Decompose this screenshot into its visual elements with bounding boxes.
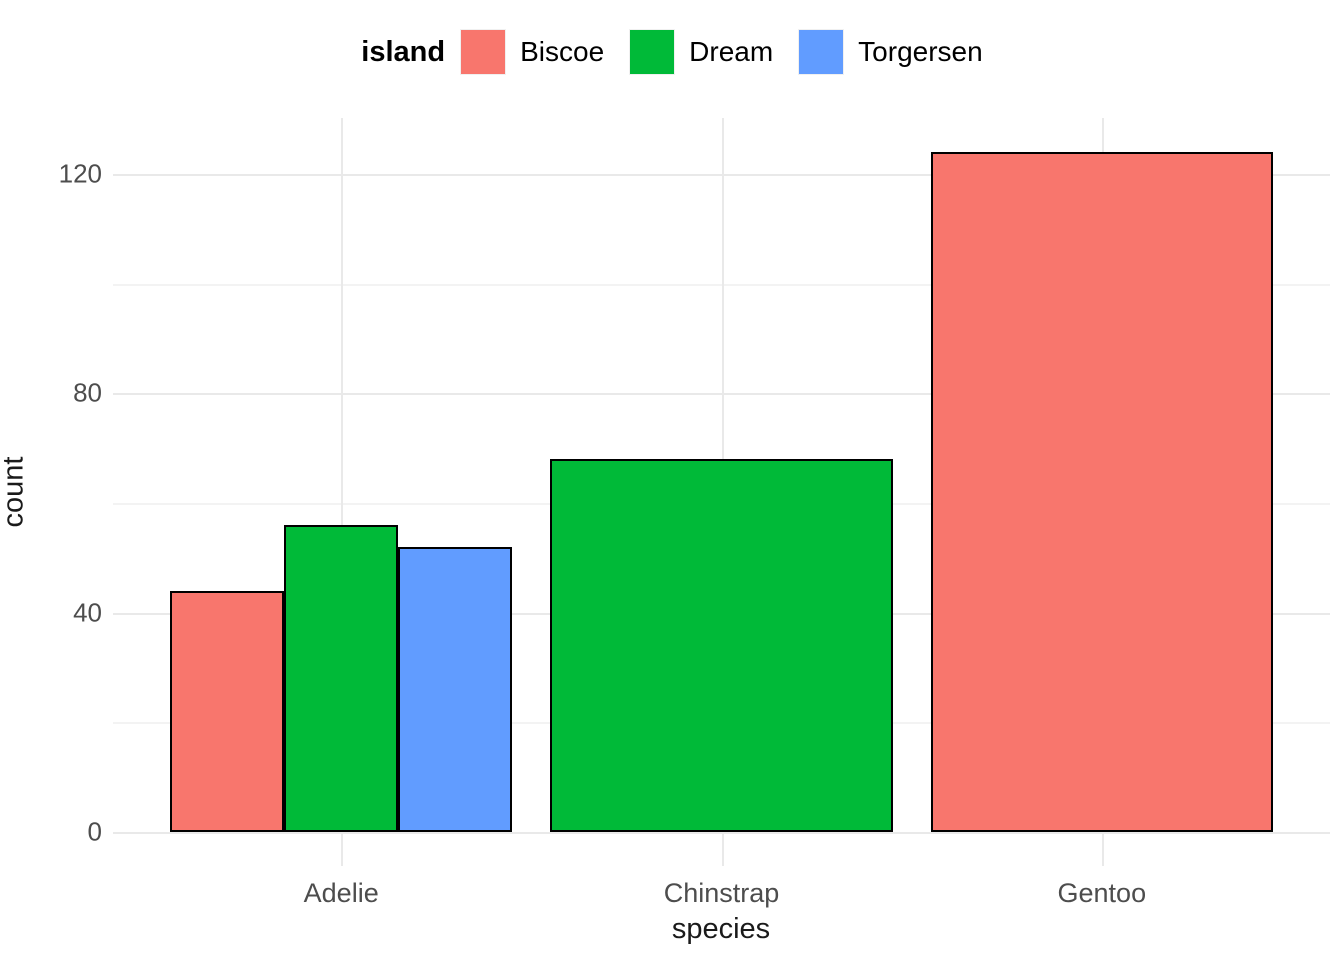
y-tick-label-0: 0	[87, 816, 102, 847]
bar-adelie-biscoe	[170, 590, 285, 832]
legend-key-torgersen-swatch	[798, 29, 845, 75]
y-tick-label-80: 80	[73, 377, 102, 408]
legend: island Biscoe Dream Torgersen	[0, 24, 1344, 80]
x-tick-label-gentoo: Gentoo	[1057, 878, 1147, 908]
plot-panel	[113, 118, 1330, 866]
legend-key-dream-swatch	[629, 29, 676, 75]
y-tick-label-120: 120	[58, 158, 102, 189]
gridline-major-x-adelie	[341, 118, 344, 866]
legend-label-torgersen: Torgersen	[858, 36, 983, 67]
legend-label-dream: Dream	[689, 36, 774, 67]
x-axis-title: species	[671, 913, 771, 945]
x-tick-label-chinstrap: Chinstrap	[663, 878, 780, 908]
bar-chinstrap-dream	[550, 459, 893, 832]
bar-adelie-dream	[284, 524, 399, 832]
legend-item-torgersen: Torgersen	[798, 29, 983, 75]
legend-item-biscoe: Biscoe	[460, 29, 605, 75]
legend-label-biscoe: Biscoe	[520, 36, 605, 67]
y-axis-title: count	[0, 456, 30, 528]
x-tick-label-adelie: Adelie	[303, 878, 379, 908]
legend-item-dream: Dream	[629, 29, 774, 75]
y-tick-label-40: 40	[73, 597, 102, 628]
bar-gentoo-biscoe	[930, 152, 1273, 832]
bar-adelie-torgersen	[398, 546, 513, 832]
legend-key-biscoe-swatch	[460, 29, 507, 75]
legend-items: Biscoe Dream Torgersen	[460, 29, 983, 75]
legend-title: island	[361, 35, 446, 68]
